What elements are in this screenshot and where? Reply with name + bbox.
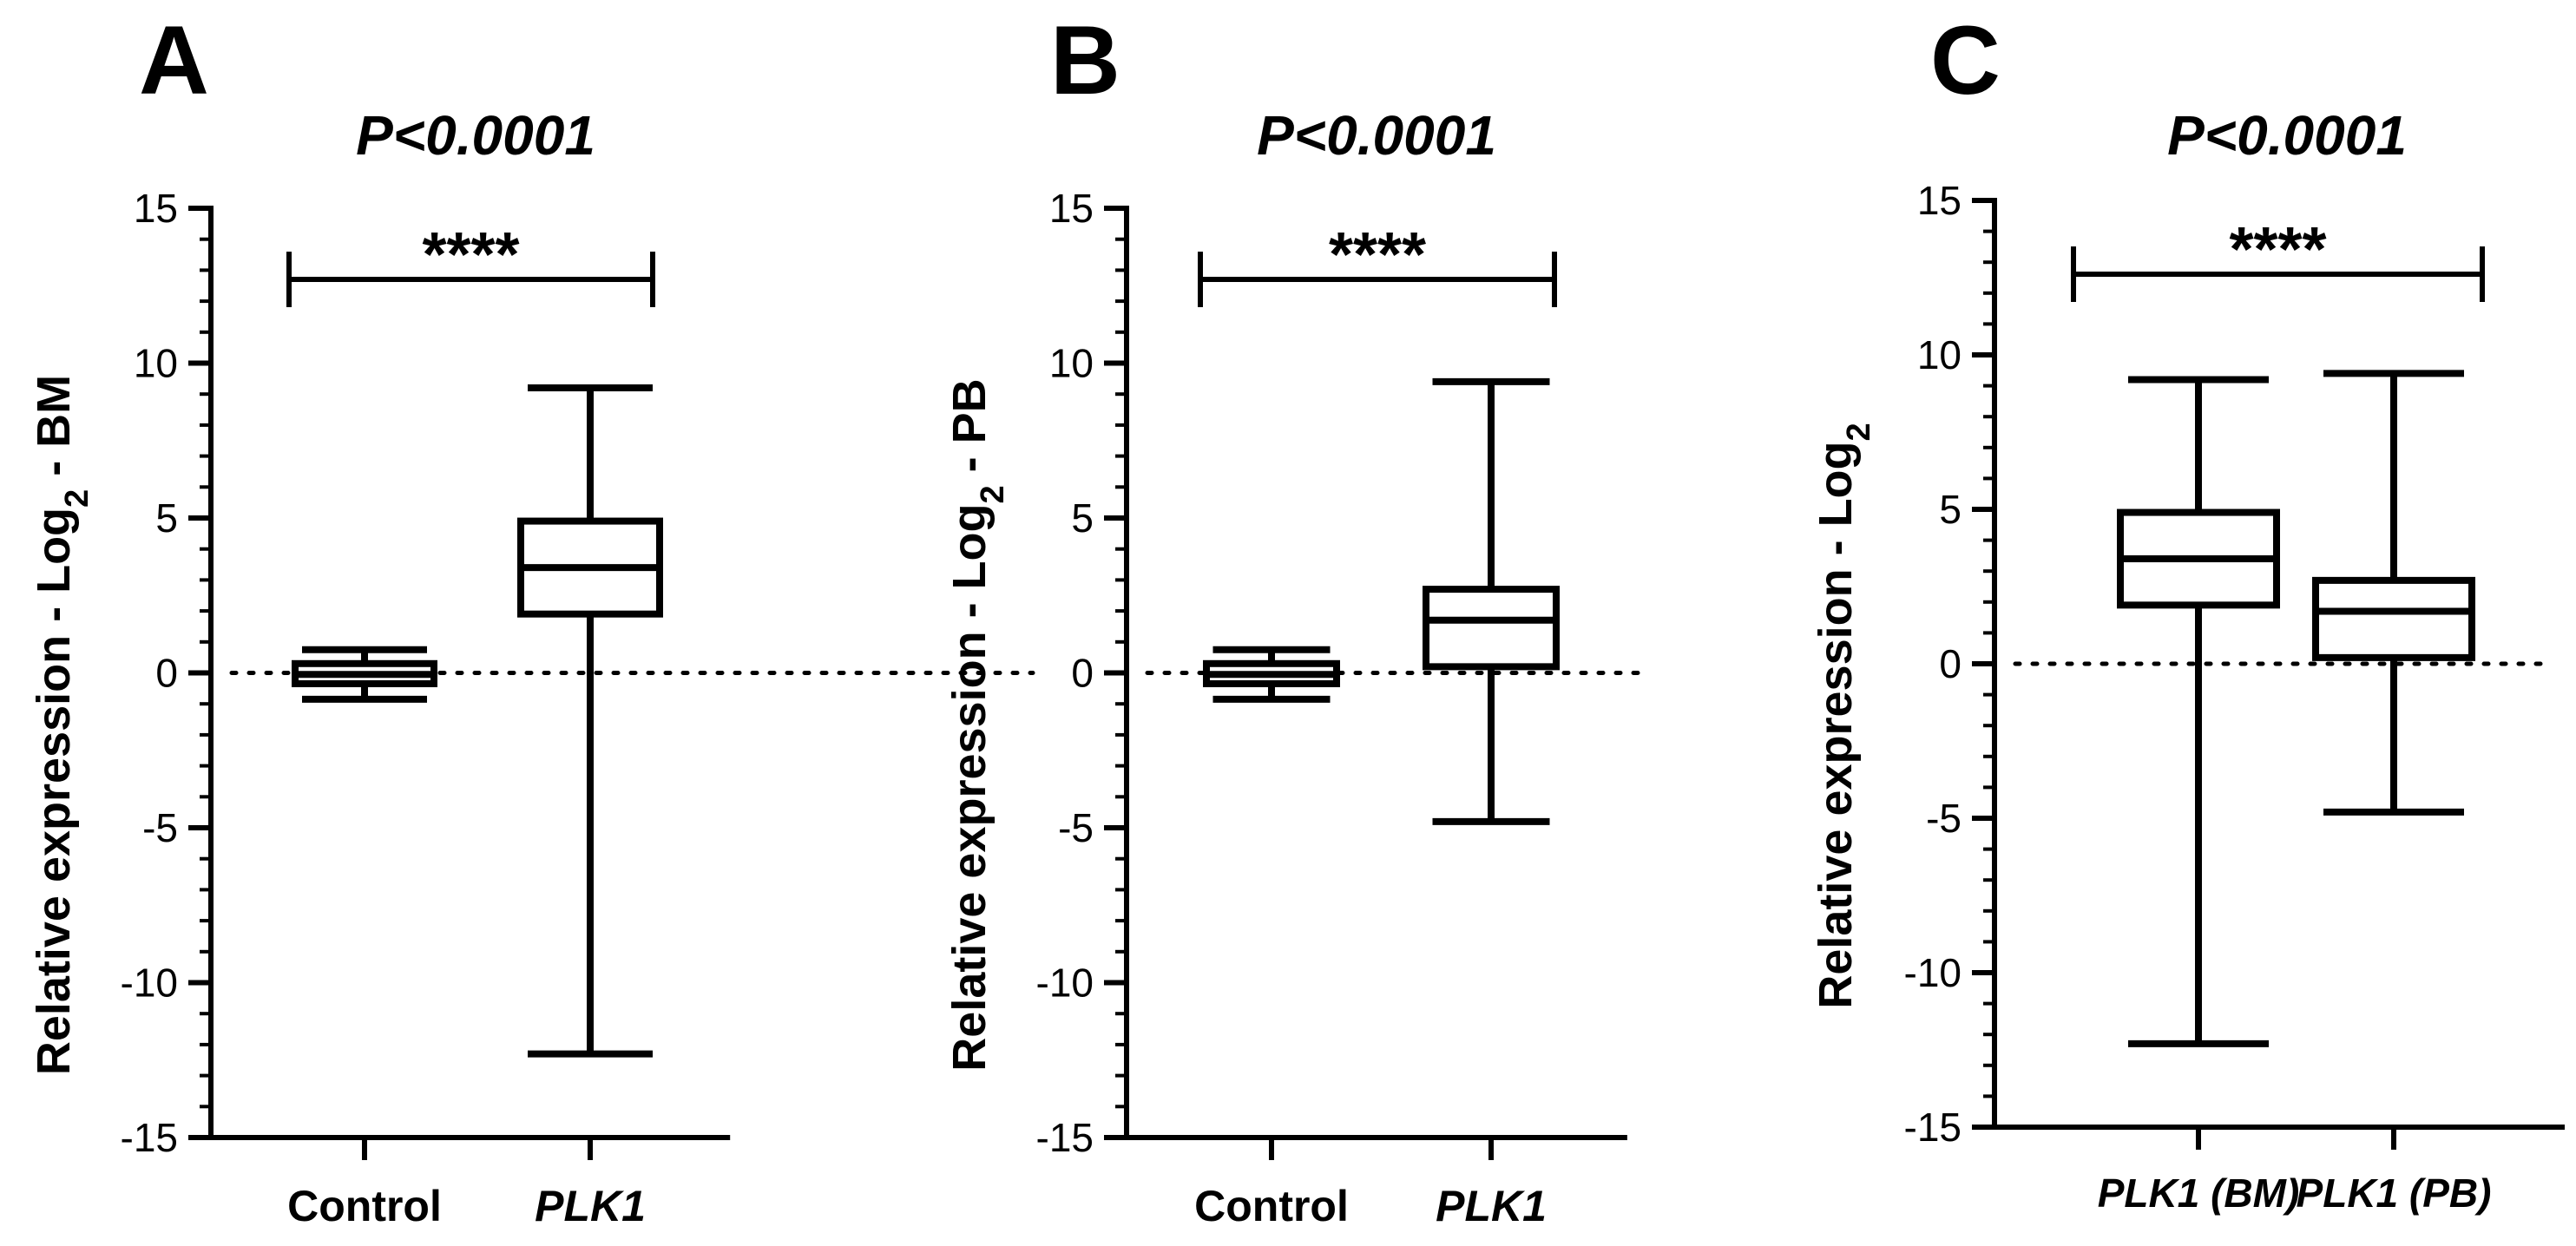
panel-a-letter: A bbox=[139, 6, 209, 115]
panel-b-y-axis-label: Relative expression - Log2 - PB bbox=[943, 378, 1011, 1071]
panel-b-letter: B bbox=[1050, 6, 1120, 115]
panel-b-y-tick-label: 15 bbox=[1049, 186, 1094, 231]
panel-c-y-tick-label: 10 bbox=[1917, 332, 1962, 377]
panel-a-y-axis-label: Relative expression - Log2 - BM bbox=[28, 375, 95, 1075]
panel-c-category-label: PLK1 (PB) bbox=[2297, 1171, 2492, 1216]
panel-b-category-label: PLK1 bbox=[1436, 1182, 1547, 1230]
panel-c-y-tick-label: -5 bbox=[1926, 796, 1962, 841]
panel-a-y-tick-label: 5 bbox=[155, 495, 178, 541]
panel-a-category-label: PLK1 bbox=[535, 1182, 646, 1230]
panel-a-y-tick-label: 10 bbox=[134, 341, 178, 386]
panel-c-category-label: PLK1 (BM) bbox=[2098, 1171, 2300, 1216]
panel-b-box bbox=[1423, 586, 1560, 671]
panel-b-y-tick-label: 0 bbox=[1071, 651, 1094, 696]
panel-a-category-label: Control bbox=[287, 1182, 442, 1230]
panel-a-y-tick-label: 0 bbox=[155, 651, 178, 696]
panel-c-y-axis-label: Relative expression - Log2 bbox=[1810, 423, 1877, 1008]
panel-b-category-label: Control bbox=[1194, 1182, 1349, 1230]
panel-a-y-tick-label: -15 bbox=[121, 1115, 178, 1160]
panel-b-y-tick-label: -15 bbox=[1036, 1115, 1094, 1160]
panel-b-y-tick-label: -10 bbox=[1036, 961, 1094, 1006]
panel-c-box bbox=[2312, 576, 2475, 661]
panel-b-y-tick-label: 5 bbox=[1071, 495, 1094, 541]
panel-c-letter: C bbox=[1930, 6, 2001, 115]
panel-a-y-tick-label: 15 bbox=[134, 186, 178, 231]
panel-c-y-tick-label: -15 bbox=[1904, 1105, 1962, 1150]
panel-a-y-tick-label: -10 bbox=[121, 961, 178, 1006]
panel-c-y-tick-label: 15 bbox=[1917, 178, 1962, 223]
panel-b-y-tick-label: -5 bbox=[1058, 805, 1094, 850]
panel-c-y-tick-label: -10 bbox=[1904, 950, 1962, 995]
panel-c-y-tick-label: 0 bbox=[1939, 641, 1962, 686]
panel-a-y-tick-label: -5 bbox=[142, 805, 178, 850]
panel-a-p-value: P<0.0001 bbox=[356, 104, 595, 167]
panel-b-significance-stars: **** bbox=[1329, 220, 1426, 290]
panel-b-y-tick-label: 10 bbox=[1049, 341, 1094, 386]
panel-c-significance-stars: **** bbox=[2229, 215, 2326, 285]
panel-a-significance-stars: **** bbox=[422, 220, 519, 290]
panel-c-y-tick-label: 5 bbox=[1939, 487, 1962, 532]
panel-c-p-value: P<0.0001 bbox=[2167, 104, 2407, 167]
panel-b-p-value: P<0.0001 bbox=[1257, 104, 1496, 167]
